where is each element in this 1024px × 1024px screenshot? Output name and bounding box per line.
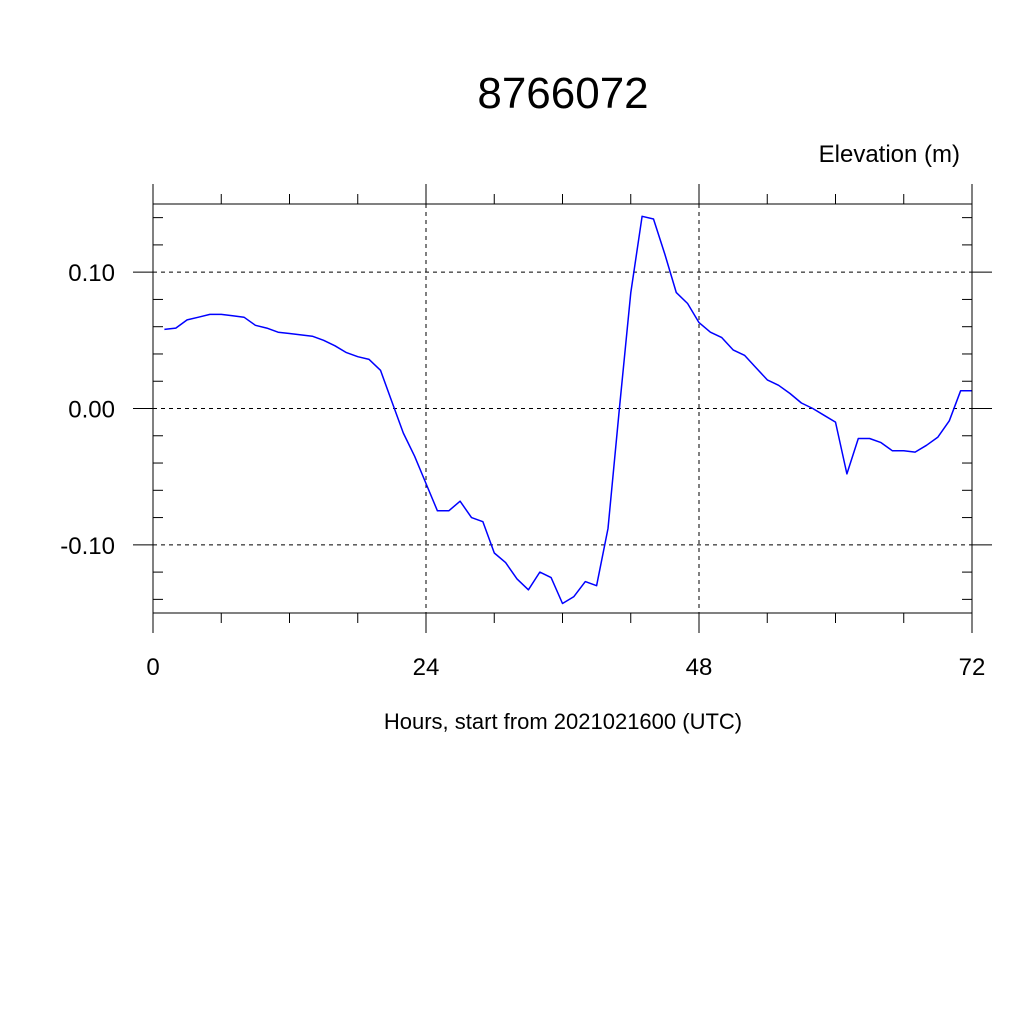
x-tick-label: 0 bbox=[146, 654, 159, 681]
grid-lines bbox=[153, 204, 972, 613]
x-axis-label: Hours, start from 2021021600 (UTC) bbox=[384, 709, 742, 734]
x-tick-label: 72 bbox=[959, 654, 986, 681]
axis-ticks bbox=[133, 184, 992, 633]
plot-frame bbox=[152, 203, 973, 614]
y-tick-label: -0.10 bbox=[60, 533, 115, 560]
chart-title: 8766072 bbox=[477, 69, 648, 118]
y-axis-label: Elevation (m) bbox=[819, 141, 960, 168]
y-tick-label: 0.00 bbox=[68, 397, 115, 424]
y-tick-label: 0.10 bbox=[68, 260, 115, 287]
x-tick-label: 24 bbox=[413, 654, 440, 681]
series-line bbox=[164, 215, 972, 605]
series-layer bbox=[164, 215, 972, 605]
x-tick-label: 48 bbox=[686, 654, 713, 681]
tick-labels: 0 24 48 72 0.10 0.00 -0.10 bbox=[60, 260, 985, 681]
